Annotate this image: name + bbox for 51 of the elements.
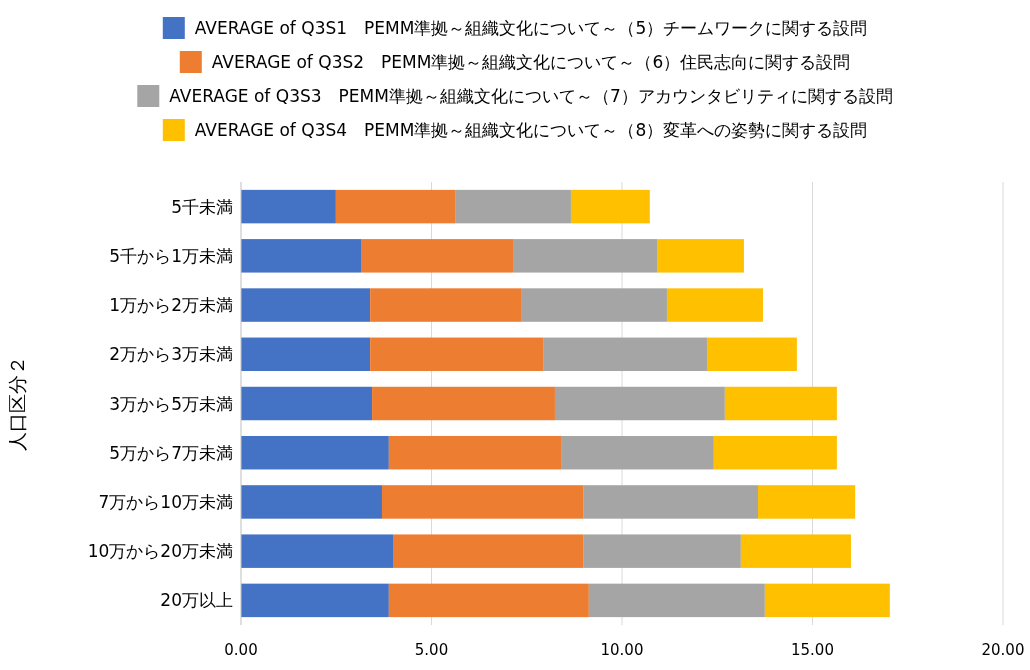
bar [388, 583, 589, 618]
x-tick-label: 10.00 [600, 641, 644, 659]
y-tick-label: 10万から20万未満 [87, 541, 233, 562]
x-tick-label: 5.00 [414, 641, 449, 659]
bar [554, 386, 725, 421]
bar [713, 435, 837, 470]
bar [758, 485, 856, 519]
bar [372, 386, 555, 421]
x-tick-label: 15.00 [791, 641, 834, 659]
bar [361, 239, 514, 273]
x-tick-label: 20.00 [981, 641, 1025, 659]
x-tick-label: 0.00 [224, 641, 258, 659]
bar [370, 288, 522, 322]
y-tick-label: 1万から2万未満 [109, 295, 233, 316]
y-tick-label: 5千未満 [171, 196, 233, 217]
bar [764, 583, 890, 618]
bar [657, 239, 744, 273]
y-tick-label: 3万から5万未満 [109, 393, 233, 414]
bar [455, 189, 571, 224]
bar [570, 189, 650, 224]
bar [543, 337, 707, 372]
y-tick-label: 5千から1万未満 [109, 245, 233, 266]
bar [740, 534, 851, 568]
bar [583, 534, 741, 568]
bar [241, 189, 336, 224]
bar [241, 239, 362, 273]
bar [724, 386, 837, 421]
bar [335, 189, 456, 224]
bar [513, 239, 658, 273]
bar [588, 583, 765, 618]
y-tick-label: 20万以上 [160, 590, 233, 611]
bar [583, 485, 759, 519]
bar [241, 534, 394, 568]
bar [706, 337, 797, 372]
bar [370, 337, 544, 372]
y-tick-label: 7万から10万未満 [98, 491, 233, 512]
bar [381, 485, 584, 519]
bar [241, 583, 389, 618]
y-axis-title: 人口区分２ [6, 356, 28, 451]
y-tick-label: 2万から3万未満 [109, 344, 233, 365]
y-tick-label: 5万から7万未満 [109, 442, 233, 463]
bar [241, 288, 371, 322]
bar [666, 288, 763, 322]
bar [241, 435, 389, 470]
bar [241, 337, 371, 372]
bar [561, 435, 714, 470]
bar [393, 534, 584, 568]
bar [388, 435, 562, 470]
bar [521, 288, 667, 322]
bar [241, 485, 382, 519]
bar [241, 386, 373, 421]
